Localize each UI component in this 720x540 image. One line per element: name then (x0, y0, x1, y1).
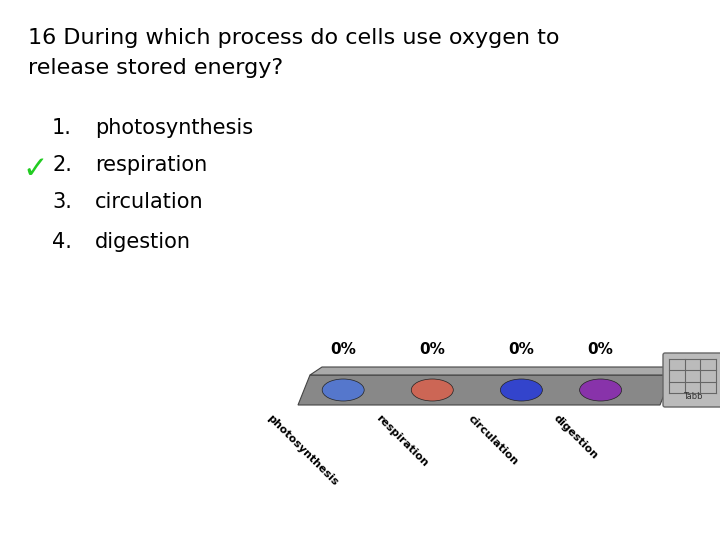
Ellipse shape (322, 379, 364, 401)
FancyBboxPatch shape (663, 353, 720, 407)
Polygon shape (310, 367, 684, 375)
Text: respiration: respiration (95, 155, 207, 175)
Text: 16 During which process do cells use oxygen to: 16 During which process do cells use oxy… (28, 28, 559, 48)
Text: 3.: 3. (52, 192, 72, 212)
Text: 0%: 0% (419, 342, 445, 357)
Ellipse shape (500, 379, 542, 401)
Text: ✓: ✓ (22, 155, 48, 184)
Text: digestion: digestion (552, 413, 600, 461)
Text: 2.: 2. (52, 155, 72, 175)
Text: photosynthesis: photosynthesis (95, 118, 253, 138)
Text: 0%: 0% (508, 342, 534, 357)
Text: release stored energy?: release stored energy? (28, 58, 283, 78)
Text: digestion: digestion (95, 232, 191, 252)
Text: respiration: respiration (374, 413, 430, 469)
Polygon shape (298, 375, 672, 405)
Text: 0%: 0% (330, 342, 356, 357)
Ellipse shape (580, 379, 621, 401)
Text: 4.: 4. (52, 232, 72, 252)
Text: 1.: 1. (52, 118, 72, 138)
Text: photosynthesis: photosynthesis (265, 413, 340, 488)
Ellipse shape (411, 379, 454, 401)
Text: Tabb: Tabb (683, 392, 702, 401)
Text: circulation: circulation (466, 413, 520, 467)
Text: circulation: circulation (95, 192, 204, 212)
Text: 0%: 0% (588, 342, 613, 357)
